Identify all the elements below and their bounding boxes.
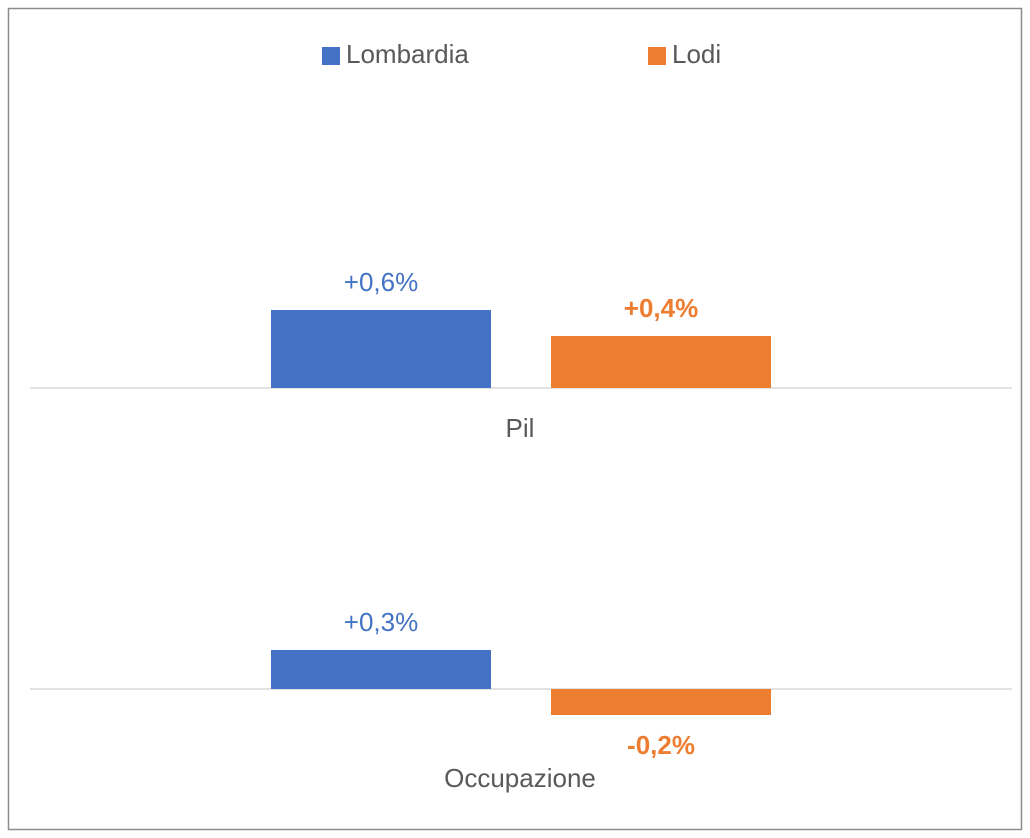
bar bbox=[551, 336, 771, 388]
bar bbox=[271, 310, 491, 388]
bar bbox=[551, 689, 771, 715]
category-label: Pil bbox=[506, 413, 535, 443]
bar bbox=[271, 650, 491, 689]
value-label: +0,3% bbox=[344, 607, 418, 637]
legend-label: Lombardia bbox=[346, 39, 469, 69]
chart-frame bbox=[7, 7, 1023, 831]
legend-label: Lodi bbox=[672, 39, 721, 69]
value-label: -0,2% bbox=[627, 730, 695, 760]
value-label: +0,4% bbox=[624, 293, 698, 323]
value-label: +0,6% bbox=[344, 267, 418, 297]
legend-swatch bbox=[648, 47, 666, 65]
category-label: Occupazione bbox=[444, 763, 596, 793]
legend-swatch bbox=[322, 47, 340, 65]
